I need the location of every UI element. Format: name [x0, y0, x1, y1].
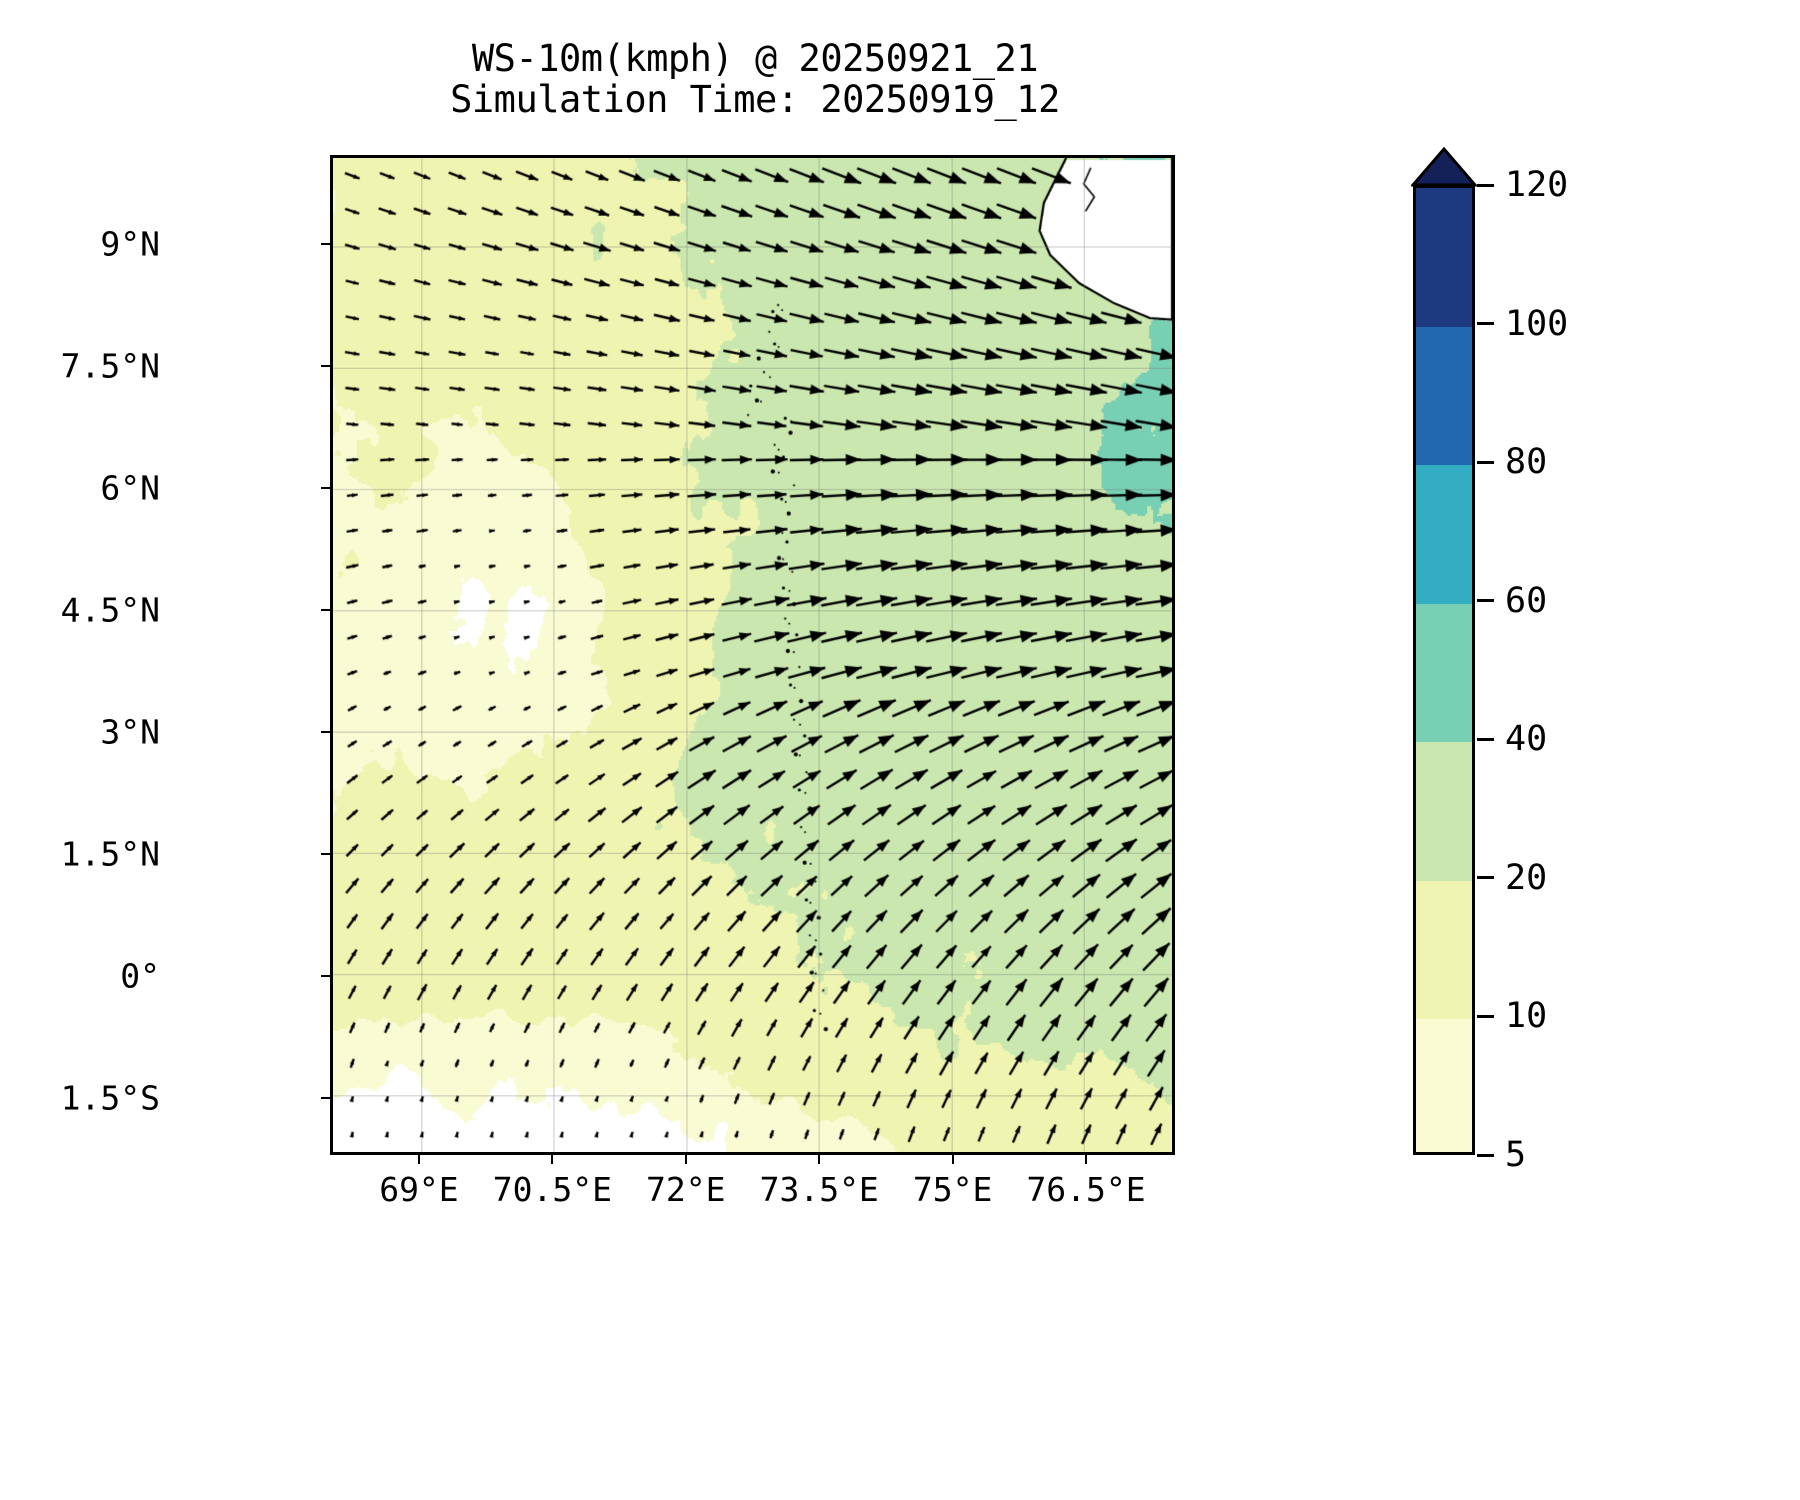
colorbar-band-10-20 [1416, 880, 1472, 1020]
title-line-2: Simulation Time: 20250919_12 [450, 78, 1060, 122]
x-tick-mark [684, 1155, 687, 1164]
y-tick-mark [321, 243, 330, 246]
y-tick-mark [321, 731, 330, 734]
x-tick-label: 73.5°E [759, 1170, 879, 1209]
colorbar-tick-mark [1477, 183, 1494, 187]
x-tick-label: 76.5°E [1026, 1170, 1146, 1209]
colorbar[interactable]: 5 10 20 40 60 80 100 120 [1411, 147, 1568, 1175]
y-tick-label: 9°N [100, 224, 160, 264]
x-tick-label: 72°E [646, 1170, 726, 1209]
colorbar-tick-mark [1477, 1153, 1494, 1157]
colorbar-tick-label: 5 [1505, 1135, 1527, 1175]
y-tick-mark [321, 853, 330, 856]
colorbar-tick-mark [1477, 1014, 1494, 1018]
y-tick-mark [321, 609, 330, 612]
colorbar-tick-mark [1477, 460, 1494, 464]
y-tick-label: 0° [120, 956, 160, 996]
x-tick-mark [417, 1155, 420, 1164]
y-tick-mark [321, 365, 330, 368]
chart-title: WS-10m(kmph) @ 20250921_21 Simulation Ti… [330, 38, 1180, 121]
colorbar-tick-mark [1477, 876, 1494, 880]
x-tick-label: 69°E [379, 1170, 459, 1209]
y-tick-label: 7.5°N [60, 346, 160, 386]
colorbar-tick-mark [1477, 599, 1494, 603]
colorbar-tick-mark [1477, 737, 1494, 741]
x-tick-mark [551, 1155, 554, 1164]
x-tick-label: 70.5°E [492, 1170, 612, 1209]
colorbar-band-20-40 [1416, 742, 1472, 881]
y-tick-mark [321, 975, 330, 978]
y-tick-label: 6°N [100, 468, 160, 508]
colorbar-band-5-10 [1416, 1019, 1472, 1152]
y-tick-label: 3°N [100, 712, 160, 752]
colorbar-tick-label: 120 [1505, 165, 1569, 205]
y-tick-mark [321, 1097, 330, 1100]
colorbar-band-100-120 [1416, 188, 1472, 327]
x-tick-mark [951, 1155, 954, 1164]
colorbar-tick-label: 80 [1505, 442, 1548, 483]
y-tick-label: 1.5°N [60, 834, 160, 874]
map-plot-area[interactable] [330, 155, 1175, 1155]
y-tick-label: 4.5°N [60, 590, 160, 630]
colorbar-tick-label: 20 [1505, 857, 1548, 898]
colorbar-tick-label: 60 [1505, 580, 1548, 621]
colorbar-band-80-100 [1416, 326, 1472, 466]
title-line-1: WS-10m(kmph) @ 20250921_21 [471, 37, 1039, 80]
colorbar-tick-label: 40 [1505, 719, 1548, 760]
colorbar-band-60-80 [1416, 465, 1472, 604]
colorbar-gradient-bar [1413, 185, 1475, 1155]
wind-speed-contour-layer [333, 158, 1172, 1152]
x-tick-label: 75°E [912, 1170, 993, 1209]
colorbar-tick-mark [1477, 322, 1494, 326]
colorbar-tick-label: 10 [1505, 996, 1548, 1037]
colorbar-extend-max-arrow [1411, 147, 1477, 187]
colorbar-tick-label: 100 [1505, 303, 1569, 344]
x-tick-mark [1085, 1155, 1088, 1164]
colorbar-band-40-60 [1416, 603, 1472, 743]
y-tick-label: 1.5°S [60, 1078, 160, 1118]
x-tick-mark [818, 1155, 821, 1164]
y-tick-mark [321, 487, 330, 490]
